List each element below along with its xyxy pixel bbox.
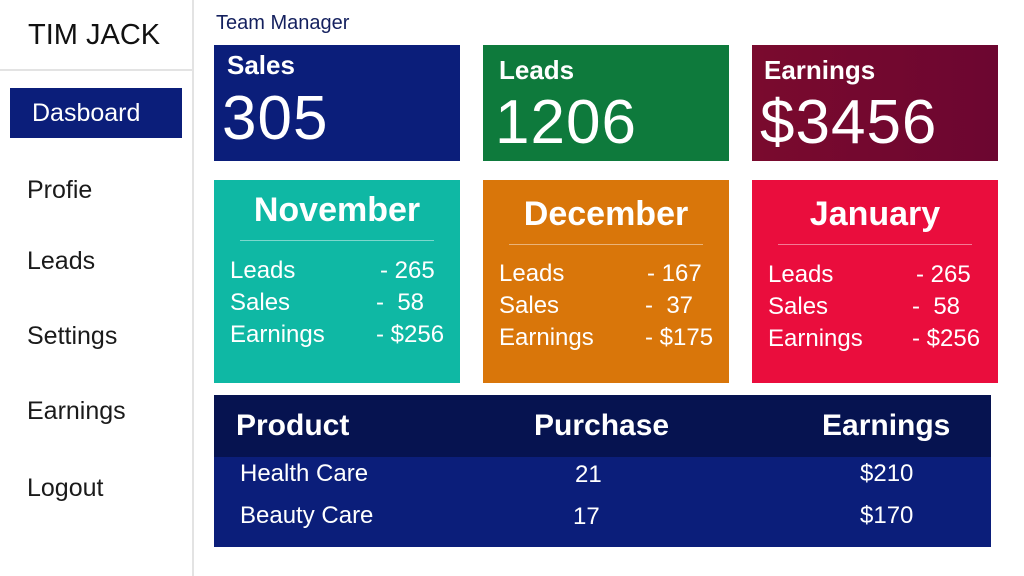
month-row: Sales - 58	[230, 287, 450, 319]
month-row-key: Sales	[499, 292, 560, 319]
month-card-january: January Leads - 265 Sales - 58 Earnings …	[752, 180, 998, 383]
month-title: November	[253, 191, 421, 229]
month-row: Leads - 265	[768, 259, 988, 291]
month-row-value: - 167	[647, 260, 702, 287]
stat-value: $3456	[760, 88, 938, 157]
month-divider	[240, 240, 434, 241]
stat-value: 1206	[495, 88, 637, 157]
sidebar-item-leads[interactable]: Leads	[27, 247, 96, 275]
table-cell-product: Health Care	[240, 460, 369, 487]
stat-value: 305	[222, 84, 329, 153]
month-row: Sales - 37	[499, 290, 719, 322]
month-row-value: - $175	[645, 324, 714, 351]
stat-label: Sales	[227, 50, 295, 80]
month-row-key: Leads	[499, 260, 565, 287]
month-row-key: Earnings	[230, 321, 325, 348]
month-card-december: December Leads - 167 Sales - 37 Earnings…	[483, 180, 729, 383]
sidebar-item-settings[interactable]: Settings	[27, 322, 118, 350]
sidebar-item-profile[interactable]: Profie	[27, 176, 93, 204]
sidebar-item-earnings[interactable]: Earnings	[27, 397, 126, 425]
page-title: Team Manager	[216, 12, 350, 34]
month-row: Earnings - $175	[499, 322, 719, 354]
stat-card-earnings: Earnings $3456	[752, 45, 998, 161]
sidebar-item-dashboard[interactable]: Dasboard	[10, 88, 182, 138]
month-row-value: - 265	[380, 257, 435, 284]
column-header-earnings: Earnings	[822, 409, 951, 442]
table-cell-earnings: $210	[860, 460, 914, 487]
stat-label: Earnings	[764, 55, 876, 85]
column-header-purchase: Purchase	[534, 409, 670, 442]
month-row: Leads - 167	[499, 258, 719, 290]
month-row: Leads - 265	[230, 255, 450, 287]
month-card-november: November Leads - 265 Sales - 58 Earnings…	[214, 180, 460, 383]
stat-label: Leads	[499, 55, 575, 85]
table-header: Product Purchase Earnings	[214, 395, 991, 457]
month-row-key: Sales	[230, 289, 291, 316]
month-row-key: Leads	[768, 261, 834, 288]
month-row-value: - 58	[912, 293, 961, 320]
month-divider	[778, 244, 972, 245]
month-row-key: Sales	[768, 293, 829, 320]
stat-card-sales: Sales 305	[214, 45, 460, 161]
table-cell-purchase: 21	[575, 461, 602, 488]
table-cell-purchase: 17	[573, 503, 600, 530]
products-table: Product Purchase Earnings Health Care 21…	[214, 395, 991, 547]
table-cell-product: Beauty Care	[240, 502, 374, 529]
month-row-value: - 37	[645, 292, 694, 319]
stat-card-leads: Leads 1206	[483, 45, 729, 161]
brand-area: TIM JACK	[0, 0, 192, 71]
month-title: December	[523, 195, 689, 233]
month-row-value: - 265	[916, 261, 971, 288]
month-row-key: Leads	[230, 257, 296, 284]
month-row-value: - 58	[376, 289, 425, 316]
month-row: Sales - 58	[768, 291, 988, 323]
column-header-product: Product	[236, 409, 350, 442]
month-row-value: - $256	[912, 325, 981, 352]
month-row: Earnings - $256	[230, 319, 450, 351]
month-row: Earnings - $256	[768, 323, 988, 355]
month-row-value: - $256	[376, 321, 445, 348]
month-row-key: Earnings	[499, 324, 594, 351]
sidebar: TIM JACK Dasboard Profie Leads Settings …	[0, 0, 194, 576]
month-row-key: Earnings	[768, 325, 863, 352]
table-cell-earnings: $170	[860, 502, 914, 529]
month-divider	[509, 244, 703, 245]
month-title: January	[809, 195, 941, 233]
brand-name: TIM JACK	[28, 19, 161, 51]
sidebar-item-logout[interactable]: Logout	[27, 474, 104, 502]
